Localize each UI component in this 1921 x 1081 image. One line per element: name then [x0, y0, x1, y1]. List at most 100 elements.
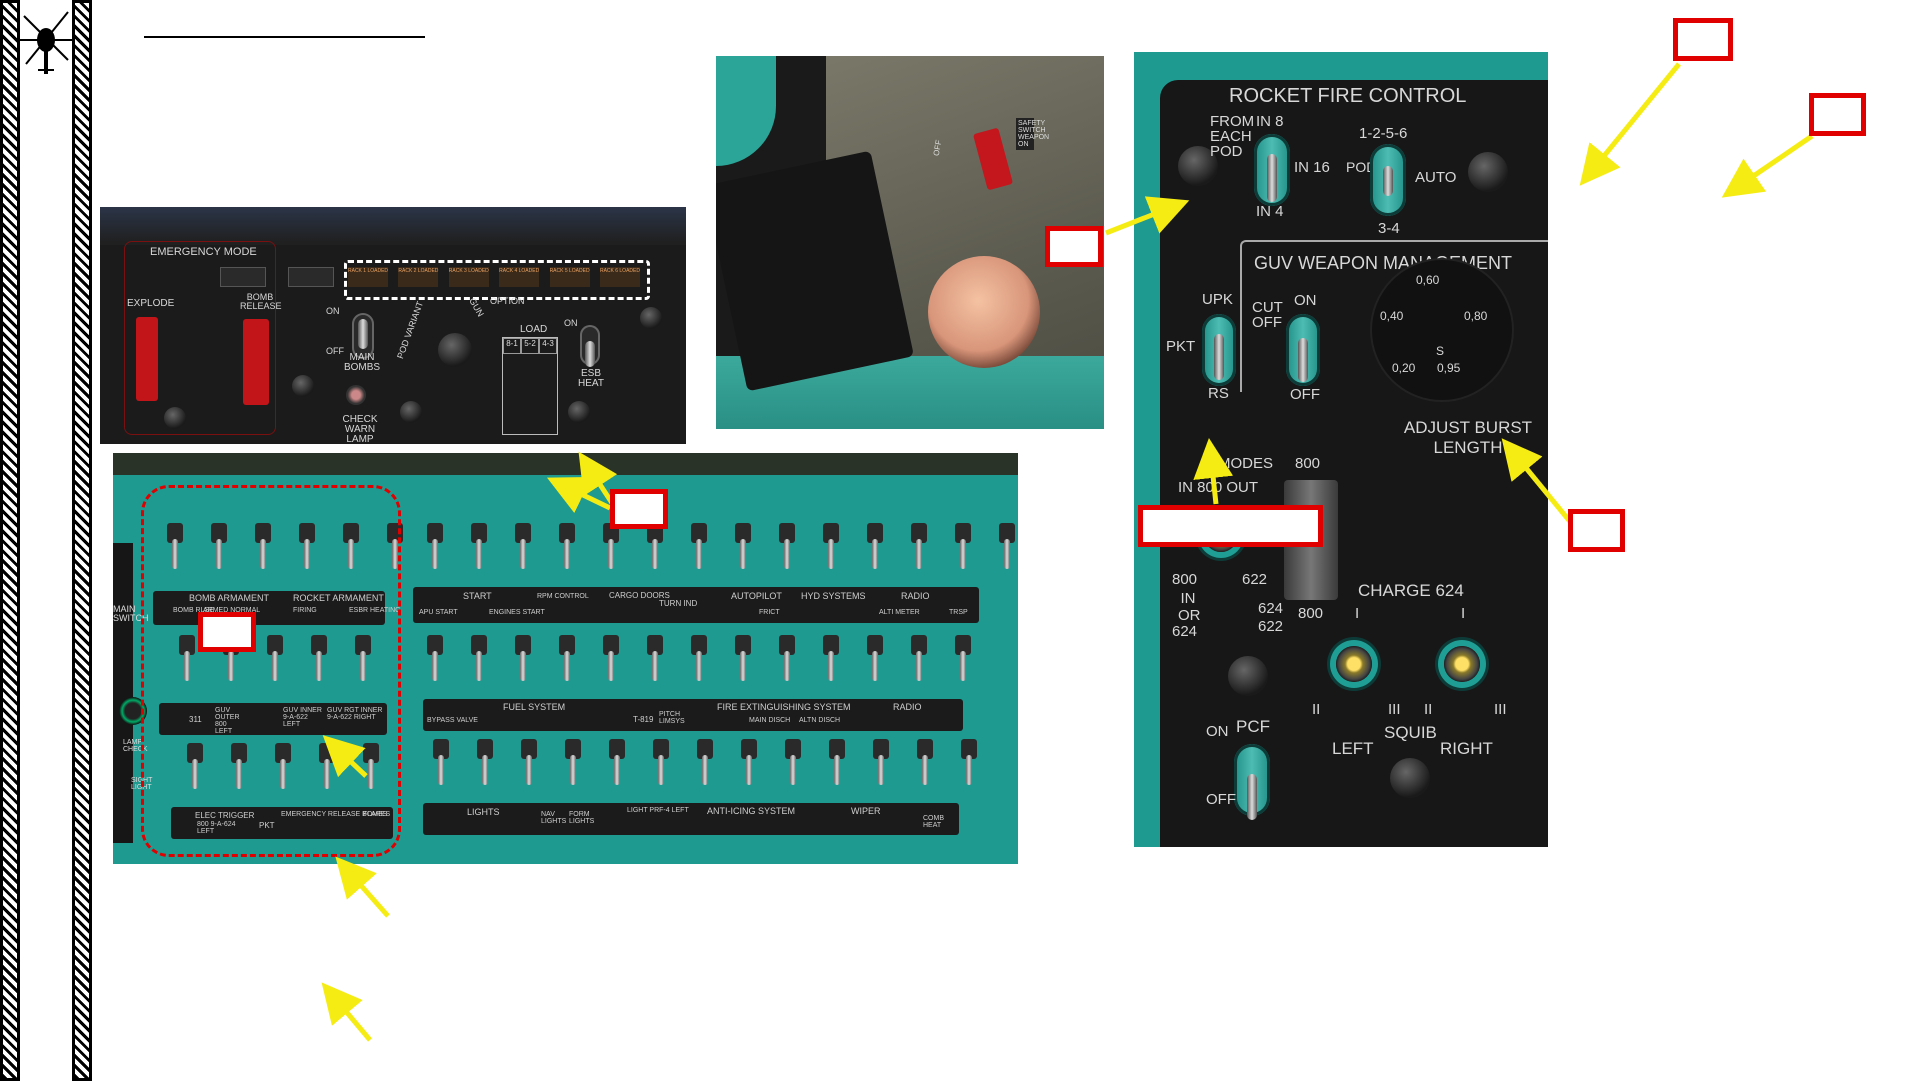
breaker[interactable] [457, 517, 501, 577]
safety-switch-label: SAFETY SWITCH WEAPON ON [1016, 118, 1050, 150]
mode-622-label: 622 [1242, 571, 1268, 588]
esb-heat-switch[interactable] [580, 325, 600, 367]
dial-060-label: 0,60 [1416, 273, 1440, 287]
rocket-pod-count-switch[interactable] [1254, 134, 1290, 206]
breaker[interactable] [815, 733, 859, 793]
breaker[interactable] [595, 733, 639, 793]
rs-label: RS [1208, 385, 1229, 402]
main-switch-label: MAIN SWITCH [113, 604, 149, 623]
breaker[interactable] [197, 517, 241, 577]
breaker[interactable] [941, 517, 985, 577]
main-bombs-label: MAIN BOMBS [343, 352, 381, 373]
guv-cutoff-switch[interactable] [1286, 314, 1320, 386]
breaker[interactable] [463, 733, 507, 793]
breaker[interactable] [253, 629, 297, 689]
esb-heat-on-label: ON [564, 318, 578, 328]
safety-switch-cover[interactable] [972, 127, 1014, 191]
breaker[interactable] [639, 733, 683, 793]
breaker[interactable] [217, 737, 261, 797]
breaker[interactable] [859, 733, 903, 793]
arrow-elec-trigger [321, 982, 372, 1042]
burst-length-dial[interactable] [1370, 258, 1514, 402]
dial-020-label: 0,20 [1392, 361, 1416, 375]
breaker[interactable] [261, 737, 305, 797]
pcf-switch[interactable] [1234, 744, 1270, 820]
charge-right-lamp[interactable] [1444, 646, 1480, 682]
arrow-rocket-count [1579, 62, 1681, 186]
breaker[interactable] [985, 517, 1018, 577]
breaker[interactable] [633, 629, 677, 689]
callout-box-rocket-seq [1809, 93, 1866, 136]
breaker[interactable] [551, 733, 595, 793]
breaker[interactable] [771, 733, 815, 793]
breaker[interactable] [153, 517, 197, 577]
charge-right-iii-label: III [1494, 701, 1507, 718]
in-or-label: IN OR [1178, 590, 1201, 624]
breaker[interactable] [853, 629, 897, 689]
breaker[interactable] [903, 733, 947, 793]
breaker[interactable] [297, 629, 341, 689]
rocket-pod-sequence-switch[interactable] [1370, 144, 1406, 216]
breaker[interactable] [165, 629, 209, 689]
main-bombs-on-label: ON [326, 306, 340, 316]
in-8-label: IN 8 [1256, 113, 1284, 130]
mode-800-left-label: 800 [1172, 571, 1198, 588]
breaker[interactable] [545, 517, 589, 577]
in-800-out-label: IN 800 OUT [1178, 479, 1259, 496]
breaker[interactable] [329, 517, 373, 577]
charge-left-i-label: I [1355, 605, 1360, 622]
breaker-label-strip-3: ELEC TRIGGER 800 9-A-624 LEFT PKT EMERGE… [171, 807, 393, 839]
bomb-release-cover[interactable] [243, 319, 269, 405]
breaker[interactable] [947, 733, 991, 793]
breaker[interactable] [897, 517, 941, 577]
callout-box-weapon-lamp [1138, 505, 1323, 547]
breaker[interactable] [589, 629, 633, 689]
breaker[interactable] [765, 517, 809, 577]
breaker[interactable] [173, 737, 217, 797]
charge-624-title: CHARGE 624 [1358, 581, 1464, 600]
rocket-guv-panel-image: ROCKET FIRE CONTROL FROM EACH POD IN 8 I… [1134, 52, 1548, 847]
check-warn-lamp-button[interactable] [346, 385, 366, 405]
rocket-fire-control-title: ROCKET FIRE CONTROL [1229, 85, 1467, 107]
breaker[interactable] [241, 517, 285, 577]
breaker[interactable] [457, 629, 501, 689]
pod-label: POD [1346, 160, 1376, 174]
breaker[interactable] [765, 629, 809, 689]
seq-1256-label: 1-2-5-6 [1359, 125, 1408, 142]
breaker[interactable] [413, 517, 457, 577]
adjust-burst-label: ADJUST BURST LENGTH [1403, 418, 1533, 457]
breaker[interactable] [727, 733, 771, 793]
breaker[interactable] [545, 629, 589, 689]
breaker[interactable] [677, 629, 721, 689]
check-warn-lamp-label: CHECK WARN LAMP [342, 414, 378, 445]
cut-off-label: CUT OFF [1252, 300, 1283, 330]
breaker[interactable] [419, 733, 463, 793]
breaker[interactable] [413, 629, 457, 689]
breaker[interactable] [853, 517, 897, 577]
modes-800-label: 800 [1295, 455, 1321, 472]
breaker[interactable] [683, 733, 727, 793]
main-bombs-switch[interactable] [352, 313, 374, 359]
pod-variant-knob[interactable] [438, 333, 472, 367]
breaker[interactable] [941, 629, 985, 689]
rack-4-loaded-lamp: RACK 4 LOADED [499, 267, 539, 287]
breaker[interactable] [677, 517, 721, 577]
breaker[interactable] [507, 733, 551, 793]
breaker[interactable] [809, 629, 853, 689]
breaker[interactable] [809, 517, 853, 577]
breaker[interactable] [897, 629, 941, 689]
pkt-label: PKT [1166, 338, 1196, 355]
breaker[interactable] [341, 629, 385, 689]
breaker[interactable] [721, 517, 765, 577]
bomb-panel-image: EMERGENCY MODE EXPLODE BOMB RELEASE RACK… [100, 207, 686, 444]
squib-label: SQUIB [1384, 723, 1437, 742]
breaker[interactable] [501, 629, 545, 689]
breaker[interactable] [721, 629, 765, 689]
guv-mode-switch[interactable] [1202, 314, 1236, 386]
breaker[interactable] [285, 517, 329, 577]
mode-800-right-label: 800 [1298, 605, 1324, 622]
breaker[interactable] [501, 517, 545, 577]
charge-left-lamp[interactable] [1336, 646, 1372, 682]
arrow-rocket-seq [1721, 133, 1814, 198]
explode-cover[interactable] [136, 317, 158, 401]
